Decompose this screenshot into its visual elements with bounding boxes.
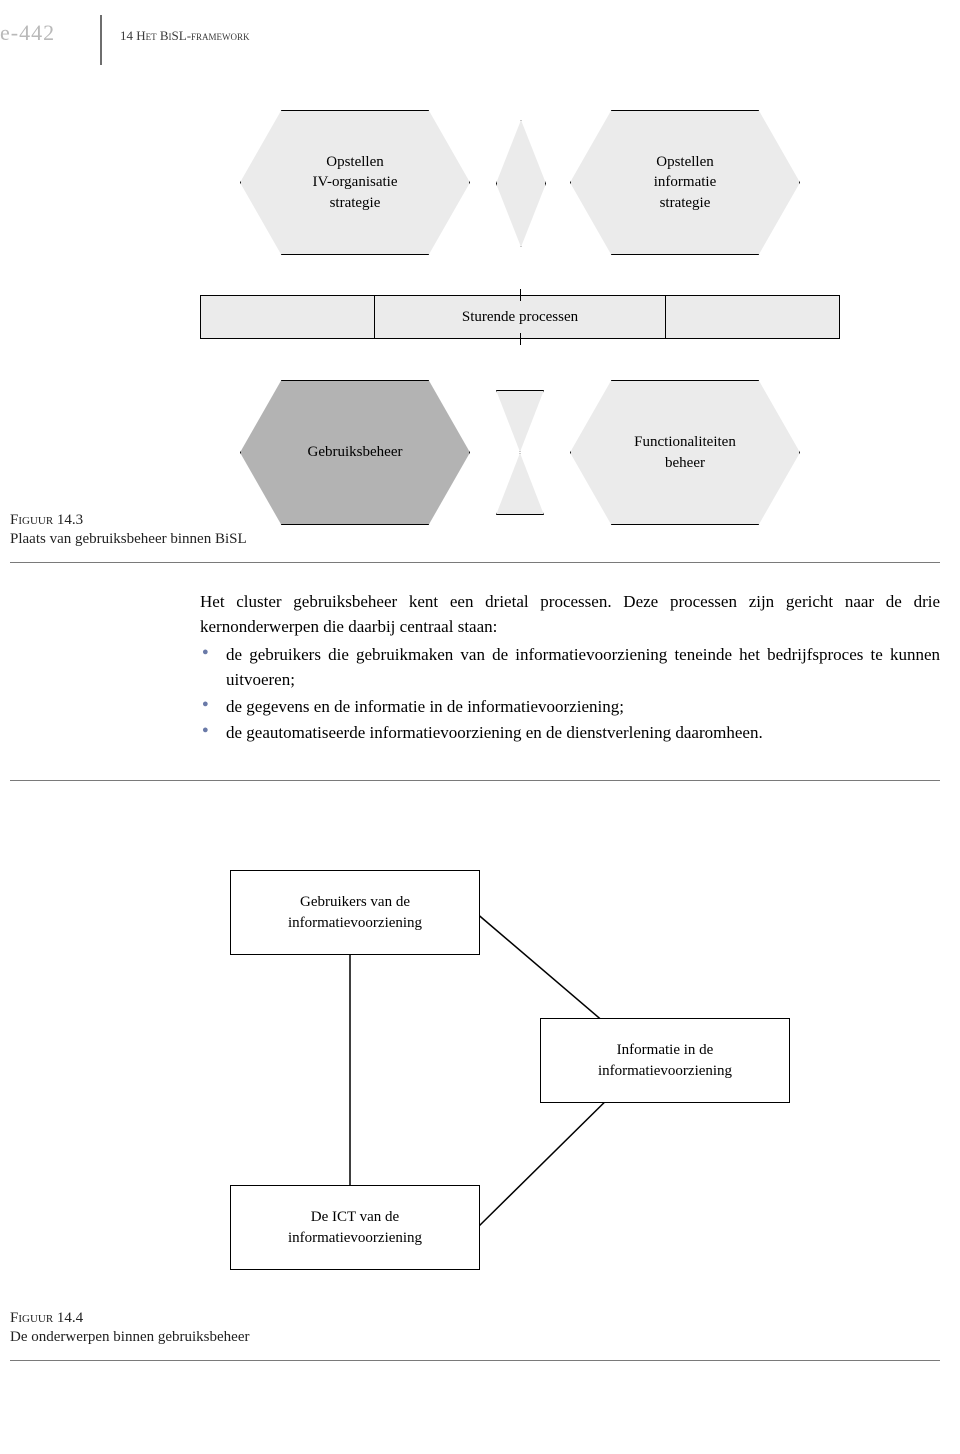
bar-right	[665, 295, 840, 339]
hex-label: Functionaliteiten beheer	[634, 432, 736, 473]
bar-left	[200, 295, 375, 339]
figure-14-4-caption: Figuur 14.4 De onderwerpen binnen gebrui…	[10, 1310, 270, 1346]
diamond-connector-top	[496, 120, 546, 247]
figure-number: Figuur 14.3	[10, 512, 270, 529]
bullet-item: de gegevens en de informatie in de infor…	[200, 695, 940, 720]
rule-1	[10, 562, 940, 563]
page-header: e-442 14 Het BiSL-framework	[0, 20, 960, 60]
hourglass-top	[496, 390, 544, 452]
figure-title: Plaats van gebruiksbeheer binnen BiSL	[10, 531, 270, 548]
hourglass-connector	[496, 390, 544, 515]
figure-title: De onderwerpen binnen gebruiksbeheer	[10, 1329, 270, 1346]
figure-14-4: Gebruikers van de informatievoorziening …	[200, 850, 840, 1280]
bar-notch-top	[520, 289, 521, 301]
box-label: Gebruikers van de informatievoorziening	[288, 892, 422, 934]
figure-14-3-caption: Figuur 14.3 Plaats van gebruiksbeheer bi…	[10, 512, 270, 548]
hex-label: Gebruiksbeheer	[308, 442, 403, 462]
hex-gebruiksbeheer: Gebruiksbeheer	[240, 380, 470, 525]
bar-notch-bottom	[520, 333, 521, 345]
hex-iv-strategie: Opstellen IV-organisatie strategie	[240, 110, 470, 255]
bullet-item: de geautomatiseerde informatievoorzienin…	[200, 721, 940, 746]
rule-2	[10, 780, 940, 781]
bullet-list: de gebruikers die gebruikmaken van de in…	[200, 643, 940, 746]
sturende-processen-bar: Sturende processen	[200, 295, 840, 339]
figure-14-3: Opstellen IV-organisatie strategie Opste…	[200, 110, 840, 540]
hex-functionaliteiten: Functionaliteiten beheer	[570, 380, 800, 525]
box-label: Informatie in de informatievoorziening	[598, 1040, 732, 1082]
box-label: De ICT van de informatievoorziening	[288, 1207, 422, 1249]
box-gebruikers: Gebruikers van de informatievoorziening	[230, 870, 480, 955]
hex-label: Opstellen IV-organisatie strategie	[313, 152, 398, 213]
body-paragraph: Het cluster gebruiksbeheer kent een drie…	[200, 590, 940, 748]
hourglass-bottom	[496, 453, 544, 515]
box-informatie: Informatie in de informatievoorziening	[540, 1018, 790, 1103]
rule-3	[10, 1360, 940, 1361]
page: e-442 14 Het BiSL-framework Opstellen IV…	[0, 0, 960, 1454]
figure-number: Figuur 14.4	[10, 1310, 270, 1327]
chapter-title: 14 Het BiSL-framework	[120, 28, 250, 44]
box-ict: De ICT van de informatievoorziening	[230, 1185, 480, 1270]
bar-label: Sturende processen	[462, 309, 578, 326]
header-divider	[100, 15, 102, 65]
page-number: e-442	[0, 20, 55, 46]
hex-label: Opstellen informatie strategie	[654, 152, 716, 213]
intro-sentence: Het cluster gebruiksbeheer kent een drie…	[200, 592, 940, 636]
bullet-item: de gebruikers die gebruikmaken van de in…	[200, 643, 940, 692]
hex-informatie-strategie: Opstellen informatie strategie	[570, 110, 800, 255]
